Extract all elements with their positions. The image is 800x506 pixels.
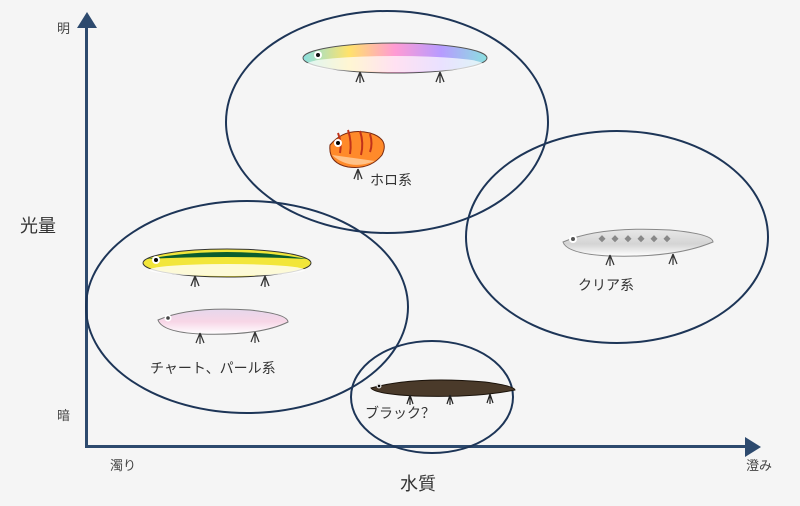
lure-rainbow-pencil (300, 40, 490, 100)
lure-clear-minnow (555, 222, 720, 279)
x-left-label: 濁り (110, 455, 136, 474)
y-axis (85, 25, 88, 445)
y-axis-arrow (77, 12, 97, 28)
x-axis-arrow (745, 437, 761, 457)
y-top-label: 明 (57, 18, 70, 37)
lure-pearl-minnow (150, 302, 295, 357)
label-chart: チャート、パール系 (150, 358, 276, 378)
lure-chart-pencil (140, 245, 315, 302)
lure-orange-crank (320, 125, 395, 190)
y-axis-label: 光量 (20, 212, 56, 238)
x-axis-label: 水質 (400, 470, 436, 496)
x-right-label: 澄み (746, 455, 772, 474)
lure-quadrant-diagram: 明 暗 濁り 澄み 光量 水質 ホロ系 クリア系 チャート、パール系 ブラック？ (0, 0, 800, 506)
lure-black-minnow (365, 372, 520, 417)
y-bottom-label: 暗 (57, 405, 70, 424)
